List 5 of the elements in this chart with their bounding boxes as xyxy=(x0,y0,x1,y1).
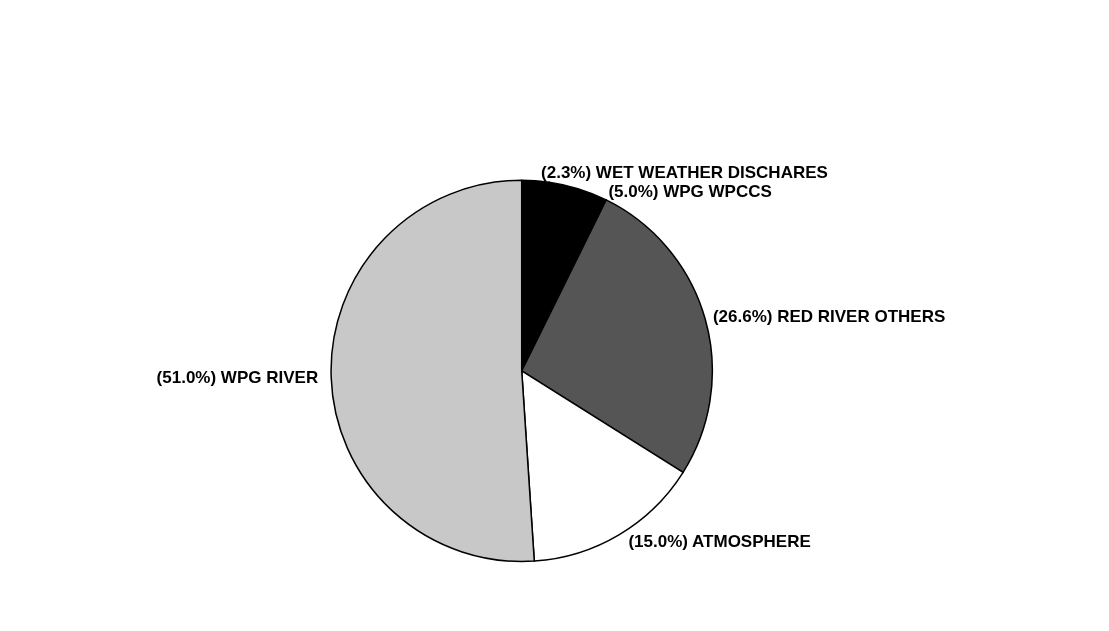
slice-label: (26.6%) RED RIVER OTHERS xyxy=(712,307,946,327)
slice-label: (15.0%) ATMOSPHERE xyxy=(628,531,811,551)
slice-label: (51.0%) WPG RIVER xyxy=(156,367,319,387)
slice-label: (2.3%) WET WEATHER DISCHARES xyxy=(541,163,828,183)
slice-label: (5.0%) WPG WPCCS xyxy=(608,182,772,202)
